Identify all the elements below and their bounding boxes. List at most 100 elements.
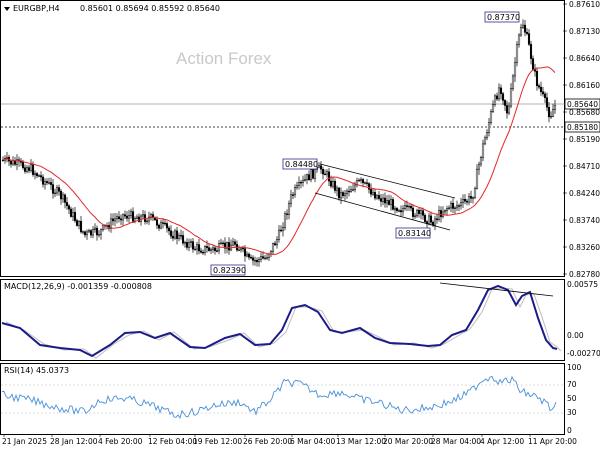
candle bbox=[495, 92, 499, 101]
candle bbox=[489, 109, 493, 126]
candle bbox=[477, 161, 481, 175]
candle bbox=[179, 229, 183, 240]
candle bbox=[265, 253, 269, 260]
support-level-tag: 0.85180 bbox=[564, 121, 600, 133]
y-tick-label: 0.84710 bbox=[569, 162, 600, 171]
candle bbox=[191, 238, 195, 253]
candle bbox=[273, 240, 277, 247]
candle bbox=[35, 171, 39, 178]
y-tick-label: 0.83260 bbox=[569, 243, 600, 252]
macd-tick-zero: 0.00 bbox=[567, 331, 584, 340]
rsi-tick-0: 0 bbox=[567, 426, 572, 435]
candle bbox=[351, 183, 355, 192]
candle bbox=[309, 167, 313, 183]
candle bbox=[75, 218, 79, 227]
candle bbox=[283, 211, 287, 231]
annotation-low: 0.82390 bbox=[210, 264, 246, 276]
current-price-tag-label: 0.85640 bbox=[567, 100, 598, 109]
candle bbox=[335, 185, 339, 197]
rsi-label: RSI(14) 45.0373 bbox=[4, 366, 69, 375]
current-price-tag: 0.85640 bbox=[564, 98, 600, 110]
candle bbox=[431, 220, 435, 228]
channel-lower-trendline bbox=[314, 192, 451, 231]
main-y-axis: 0.87610 0.87130 0.86640 0.86160 0.85680 0.851… bbox=[563, 0, 600, 279]
candle bbox=[347, 185, 351, 197]
candle bbox=[321, 166, 325, 180]
x-tick-label: 13 Mar 12:00 bbox=[336, 437, 386, 446]
candle bbox=[93, 223, 97, 233]
x-tick-label: 4 Apr 12:00 bbox=[480, 437, 524, 446]
macd-divergence-trendline bbox=[439, 282, 554, 297]
candle bbox=[231, 237, 235, 247]
rsi-tick-70: 70 bbox=[567, 380, 577, 389]
candle bbox=[15, 154, 19, 171]
candle bbox=[533, 63, 537, 77]
candle bbox=[175, 226, 179, 245]
candle bbox=[311, 168, 315, 180]
candle bbox=[413, 213, 417, 220]
candle bbox=[109, 213, 113, 233]
candle bbox=[475, 164, 479, 190]
candle bbox=[455, 200, 459, 212]
rsi-line bbox=[1, 375, 557, 419]
time-axis: 21 Jan 2025 28 Jan 12:00 4 Feb 20:00 12 Feb… bbox=[2, 434, 577, 446]
candle bbox=[457, 203, 461, 212]
candle bbox=[375, 194, 379, 200]
candle bbox=[235, 240, 239, 252]
candle bbox=[87, 228, 91, 233]
candle bbox=[275, 236, 279, 249]
candle bbox=[67, 204, 71, 215]
candle bbox=[401, 205, 405, 217]
candle bbox=[97, 230, 101, 238]
candle bbox=[517, 33, 521, 48]
candle bbox=[497, 83, 501, 102]
candle bbox=[73, 206, 77, 223]
candle bbox=[63, 193, 67, 209]
candle bbox=[349, 185, 353, 193]
candle bbox=[125, 211, 129, 222]
macd-panel-frame bbox=[0, 279, 565, 361]
macd-signal-line bbox=[5, 287, 562, 359]
rsi-tick-50: 50 bbox=[567, 394, 577, 403]
candle bbox=[123, 210, 127, 220]
candle bbox=[221, 240, 225, 247]
candle bbox=[459, 197, 463, 210]
candle bbox=[369, 183, 373, 198]
candle bbox=[81, 230, 85, 235]
candle bbox=[395, 206, 399, 213]
candle bbox=[345, 188, 349, 199]
candle bbox=[443, 209, 447, 215]
candle bbox=[59, 188, 63, 205]
candle bbox=[429, 211, 433, 226]
candle bbox=[161, 218, 165, 229]
candle bbox=[341, 190, 345, 199]
candle bbox=[423, 213, 427, 224]
candle bbox=[99, 228, 103, 240]
candle bbox=[529, 40, 533, 65]
candle bbox=[55, 184, 59, 196]
candle bbox=[553, 99, 557, 114]
y-tick-label: 0.86160 bbox=[569, 81, 600, 90]
candle bbox=[449, 200, 453, 213]
candle bbox=[233, 238, 237, 247]
candle bbox=[485, 129, 489, 141]
candle bbox=[137, 213, 141, 223]
x-tick-label: 11 Apr 20:00 bbox=[528, 437, 577, 446]
candle bbox=[253, 256, 257, 266]
candle bbox=[299, 180, 303, 189]
candle bbox=[107, 221, 111, 232]
candle bbox=[551, 103, 555, 118]
candle bbox=[181, 230, 185, 246]
candle bbox=[303, 174, 307, 182]
collapse-triangle-icon[interactable] bbox=[4, 7, 10, 11]
candle bbox=[25, 164, 29, 174]
ohlc-values: 0.85601 0.85694 0.85592 0.85640 bbox=[80, 4, 220, 13]
candle bbox=[79, 216, 83, 234]
candle bbox=[167, 225, 171, 235]
candle bbox=[281, 222, 285, 237]
candle bbox=[479, 155, 483, 167]
candle bbox=[141, 209, 145, 219]
macd-line bbox=[1, 284, 558, 358]
x-tick-label: 28 Jan 12:00 bbox=[50, 437, 98, 446]
candle bbox=[173, 228, 177, 240]
